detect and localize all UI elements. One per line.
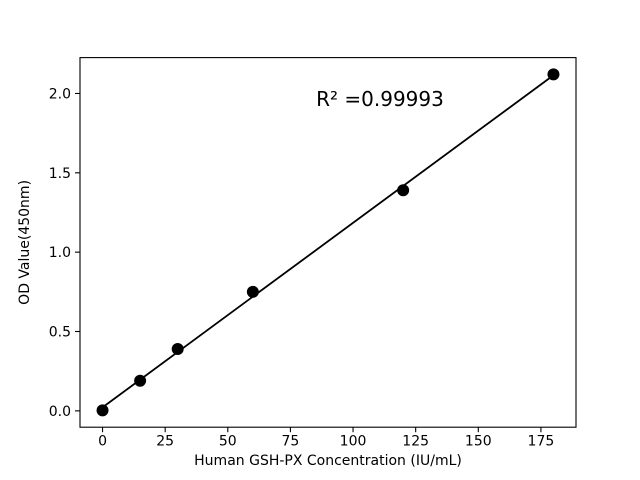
x-tick-label: 0	[98, 434, 107, 450]
data-point	[134, 374, 147, 387]
data-point	[171, 342, 184, 355]
data-point	[96, 404, 109, 417]
x-tick-label: 50	[219, 434, 237, 450]
x-tick-label: 75	[282, 434, 300, 450]
y-tick-label: 2.0	[49, 86, 71, 102]
fit-line	[102, 74, 554, 409]
r-squared-annotation: R² =0.99993	[316, 87, 444, 111]
y-tick-label: 1.5	[49, 166, 71, 182]
y-tick-label: 0.5	[49, 325, 71, 341]
x-tick-label: 175	[528, 434, 555, 450]
data-point	[246, 285, 259, 298]
x-tick-label: 100	[340, 434, 367, 450]
x-tick-label: 25	[156, 434, 174, 450]
data-point	[547, 68, 560, 81]
plot-border	[79, 57, 577, 428]
y-tick-label: 1.0	[49, 245, 71, 261]
x-axis-label: Human GSH-PX Concentration (IU/mL)	[194, 453, 462, 469]
y-tick-label: 0.0	[49, 404, 71, 420]
data-point	[397, 184, 410, 197]
x-tick-label: 150	[465, 434, 492, 450]
y-axis-label: OD Value(450nm)	[17, 180, 33, 305]
x-tick-label: 125	[402, 434, 429, 450]
